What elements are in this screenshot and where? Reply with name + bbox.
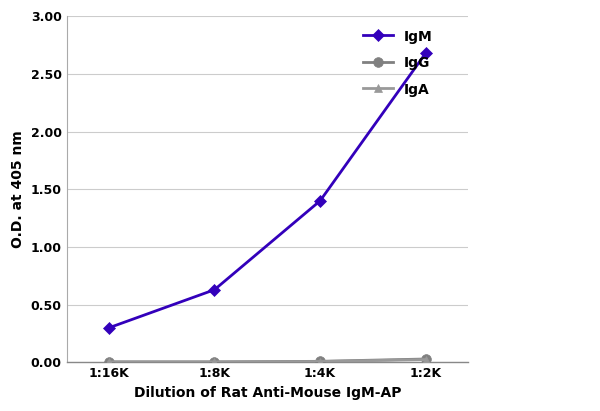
IgM (211, 287, 218, 292)
IgA (211, 360, 218, 365)
IgA (316, 359, 323, 364)
IgG (316, 359, 323, 364)
IgM (422, 51, 430, 55)
IgA (422, 357, 430, 362)
Legend: IgM, IgG, IgA: IgM, IgG, IgA (362, 30, 433, 97)
IgM (105, 326, 112, 330)
X-axis label: Dilution of Rat Anti-Mouse IgM-AP: Dilution of Rat Anti-Mouse IgM-AP (134, 386, 401, 400)
Line: IgA: IgA (104, 356, 430, 366)
Line: IgG: IgG (104, 354, 431, 367)
IgM (316, 199, 323, 203)
IgA (105, 360, 112, 365)
Line: IgM: IgM (104, 49, 430, 332)
Y-axis label: O.D. at 405 nm: O.D. at 405 nm (11, 130, 25, 248)
IgG (211, 360, 218, 365)
IgG (422, 357, 430, 362)
IgG (105, 360, 112, 365)
